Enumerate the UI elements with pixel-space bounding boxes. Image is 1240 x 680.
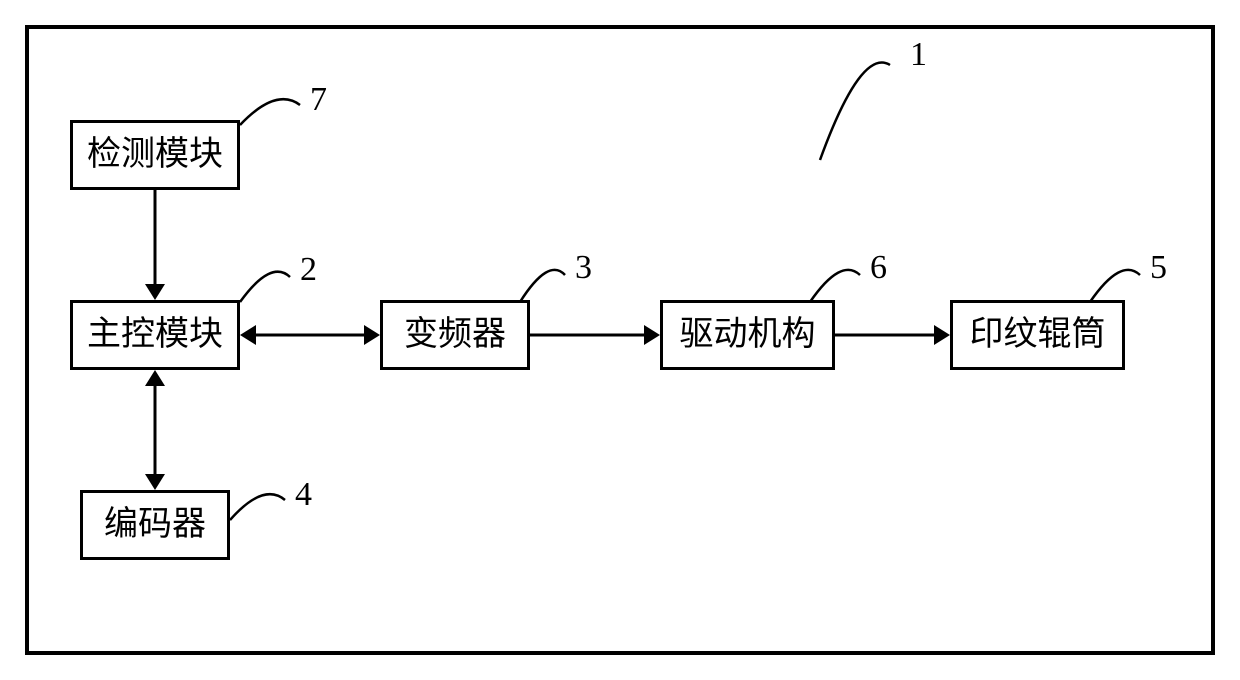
node-roller: 印纹辊筒 xyxy=(950,300,1125,370)
node-detection: 检测模块 xyxy=(70,120,240,190)
node-inverter-label: 变频器 xyxy=(404,318,506,352)
callout-label-7: 7 xyxy=(310,83,327,117)
node-encoder: 编码器 xyxy=(80,490,230,560)
node-roller-label: 印纹辊筒 xyxy=(970,318,1106,352)
node-main-label: 主控模块 xyxy=(87,318,223,352)
callout-label-6: 6 xyxy=(870,251,887,285)
callout-label-3: 3 xyxy=(575,251,592,285)
callout-label-4: 4 xyxy=(295,478,312,512)
node-drive: 驱动机构 xyxy=(660,300,835,370)
callout-label-2: 2 xyxy=(300,253,317,287)
node-inverter: 变频器 xyxy=(380,300,530,370)
callout-label-1: 1 xyxy=(910,38,927,72)
node-encoder-label: 编码器 xyxy=(104,508,206,542)
node-detection-label: 检测模块 xyxy=(87,138,223,172)
callout-label-5: 5 xyxy=(1150,251,1167,285)
node-main: 主控模块 xyxy=(70,300,240,370)
node-drive-label: 驱动机构 xyxy=(680,318,816,352)
